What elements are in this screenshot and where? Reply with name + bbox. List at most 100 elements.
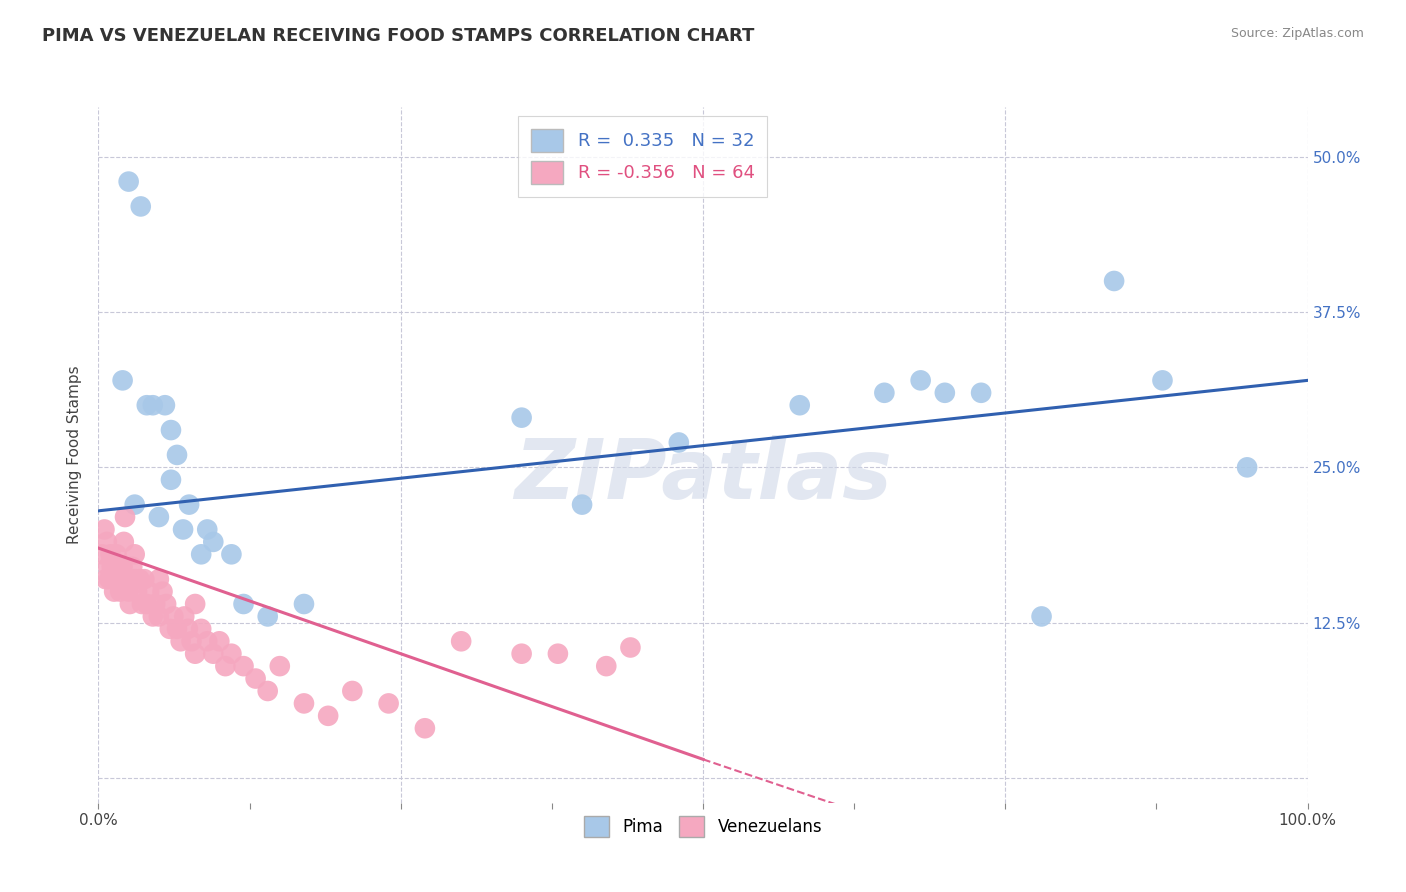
Point [172, 523, 194, 537]
Point [115, 572, 138, 586]
Point [105, 547, 128, 561]
Point [124, 547, 146, 561]
Point [134, 572, 156, 586]
Point [98, 572, 121, 586]
Point [169, 634, 191, 648]
Point [292, 597, 315, 611]
Point [108, 572, 131, 586]
Point [413, 721, 436, 735]
Point [1102, 274, 1125, 288]
Point [450, 634, 472, 648]
Point [179, 498, 201, 512]
Point [202, 647, 225, 661]
Point [142, 609, 165, 624]
Point [100, 559, 122, 574]
Point [571, 498, 593, 512]
Point [135, 597, 157, 611]
Point [510, 647, 533, 661]
Point [107, 559, 129, 574]
Point [159, 622, 181, 636]
Point [121, 559, 143, 574]
Point [214, 659, 236, 673]
Point [94, 572, 117, 586]
Point [873, 385, 896, 400]
Point [934, 385, 956, 400]
Point [1031, 609, 1053, 624]
Point [292, 697, 315, 711]
Point [131, 597, 153, 611]
Point [166, 622, 188, 636]
Point [1236, 460, 1258, 475]
Point [160, 473, 183, 487]
Point [221, 547, 243, 561]
Point [127, 584, 149, 599]
Point [668, 435, 690, 450]
Point [153, 398, 176, 412]
Point [128, 572, 150, 586]
Point [101, 572, 124, 586]
Point [111, 559, 134, 574]
Point [510, 410, 533, 425]
Point [184, 597, 207, 611]
Point [135, 398, 157, 412]
Point [195, 523, 218, 537]
Point [190, 547, 212, 561]
Legend: Pima, Venezuelans: Pima, Venezuelans [576, 810, 830, 843]
Point [256, 609, 278, 624]
Point [595, 659, 617, 673]
Point [91, 547, 114, 561]
Point [96, 534, 118, 549]
Point [202, 534, 225, 549]
Point [190, 622, 212, 636]
Point [108, 584, 131, 599]
Point [111, 373, 134, 387]
Point [789, 398, 811, 412]
Point [148, 572, 170, 586]
Point [208, 634, 231, 648]
Point [162, 609, 184, 624]
Point [114, 510, 136, 524]
Point [256, 684, 278, 698]
Point [148, 609, 170, 624]
Point [160, 423, 183, 437]
Point [129, 199, 152, 213]
Point [619, 640, 641, 655]
Point [166, 448, 188, 462]
Point [180, 634, 202, 648]
Point [138, 584, 160, 599]
Text: ZIPatlas: ZIPatlas [515, 435, 891, 516]
Point [547, 647, 569, 661]
Point [232, 659, 254, 673]
Point [148, 510, 170, 524]
Point [93, 523, 115, 537]
Point [118, 597, 141, 611]
Point [195, 634, 218, 648]
Point [1152, 373, 1174, 387]
Point [118, 584, 141, 599]
Point [377, 697, 399, 711]
Point [910, 373, 932, 387]
Point [970, 385, 993, 400]
Text: PIMA VS VENEZUELAN RECEIVING FOOD STAMPS CORRELATION CHART: PIMA VS VENEZUELAN RECEIVING FOOD STAMPS… [42, 27, 755, 45]
Point [245, 672, 267, 686]
Point [152, 584, 174, 599]
Point [143, 597, 166, 611]
Point [316, 708, 339, 723]
Point [112, 534, 135, 549]
Point [173, 609, 195, 624]
Point [184, 647, 207, 661]
Y-axis label: Receiving Food Stamps: Receiving Food Stamps [66, 366, 82, 544]
Point [142, 398, 165, 412]
Point [100, 547, 122, 561]
Point [124, 572, 146, 586]
Point [269, 659, 291, 673]
Point [103, 584, 125, 599]
Point [342, 684, 364, 698]
Point [118, 175, 141, 189]
Point [232, 597, 254, 611]
Point [221, 647, 243, 661]
Point [124, 498, 146, 512]
Point [155, 597, 177, 611]
Text: Source: ZipAtlas.com: Source: ZipAtlas.com [1230, 27, 1364, 40]
Point [177, 622, 200, 636]
